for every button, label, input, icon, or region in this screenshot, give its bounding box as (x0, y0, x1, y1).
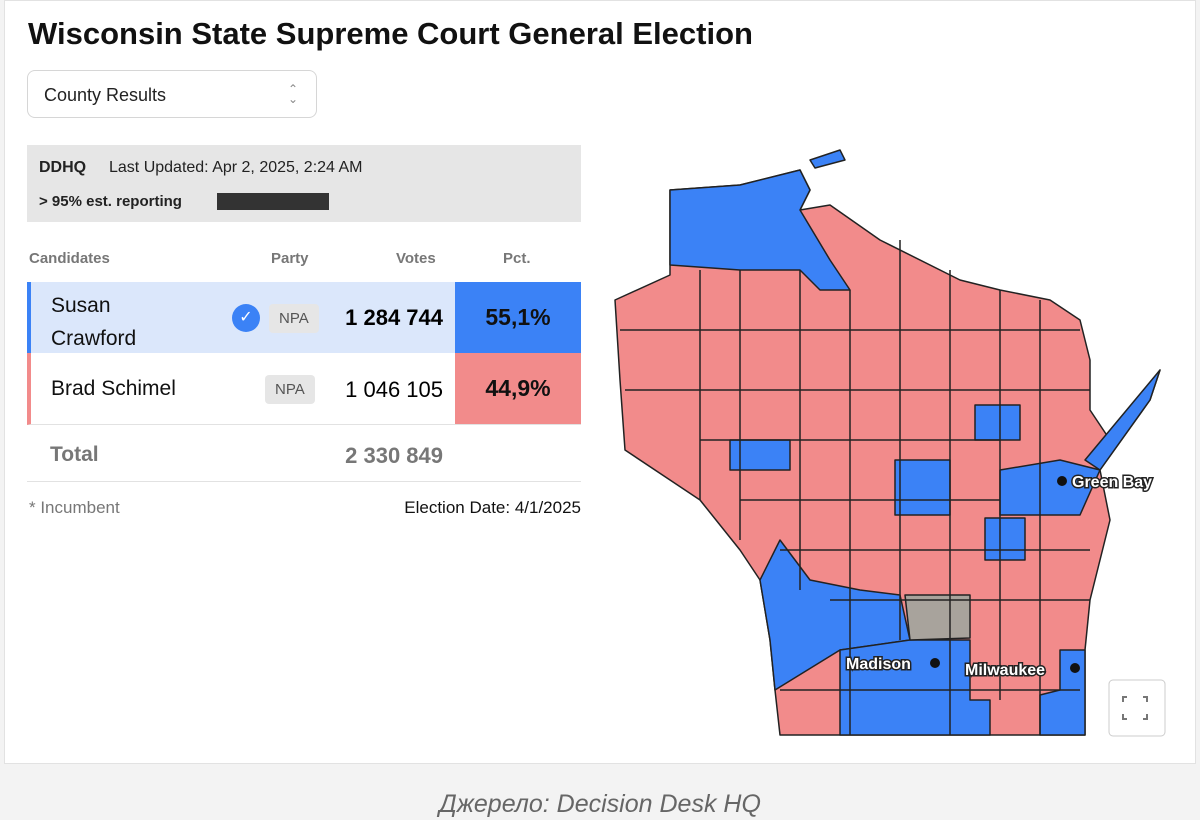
city-label: Milwaukee (965, 662, 1045, 679)
party: NPA (269, 304, 319, 333)
county-region (669, 169, 851, 291)
total-label: Total (50, 443, 99, 466)
city-label: Green Bay (1072, 474, 1152, 491)
column-header: Votes (396, 250, 436, 267)
votes: 1 046 105 (345, 377, 443, 402)
dropdown[interactable]: County Results ⌃ ⌄ (27, 70, 317, 118)
incumbent-note: * Incumbent (29, 498, 120, 517)
reporting: > 95% est. reporting (39, 193, 182, 210)
candidate-name: Susan Crawford (51, 294, 137, 350)
divider (27, 481, 581, 482)
reporting-bar (217, 193, 329, 210)
county-region (809, 149, 846, 169)
county-region (1084, 369, 1161, 471)
status-box: DDHQ Last Updated: Apr 2, 2025, 2:24 AM … (27, 145, 581, 222)
county-borders (620, 240, 1090, 735)
winner-check: ✓ (232, 304, 260, 332)
county-region (984, 517, 1026, 561)
county-region (974, 404, 1021, 441)
candidate-row: Brad Schimel NPA 1 046 105 44,9% (27, 353, 581, 425)
election-date: Election Date: 4/1/2025 (404, 498, 581, 517)
map: Green Bay Madison Milwaukee (614, 149, 1166, 737)
city-label: Madison (846, 656, 911, 673)
party: NPA (265, 375, 315, 404)
city-dot (1070, 663, 1080, 673)
column-header: Candidates (29, 250, 110, 267)
caption: Джерело: Decision Desk HQ (439, 790, 761, 818)
votes: 1 284 744 (345, 305, 443, 330)
county-region (759, 539, 911, 691)
column-header: Party (271, 250, 309, 267)
county-region (894, 459, 951, 516)
dropdown-arrows: ⌃ ⌄ (287, 82, 298, 106)
dropdown-value: County Results (44, 85, 167, 105)
column-header: Pct. (503, 250, 531, 267)
pct: 55,1% (455, 282, 581, 353)
last-updated: Last Updated: Apr 2, 2025, 2:24 AM (109, 159, 363, 176)
total-votes: 2 330 849 (345, 443, 443, 468)
candidate-row: Susan Crawford ✓ NPA 1 284 744 55,1% (27, 282, 581, 353)
city-dot (1057, 476, 1067, 486)
candidate-name: Brad Schimel (51, 377, 176, 400)
city-dot (930, 658, 940, 668)
logo: DDHQ (39, 159, 87, 176)
county-region (729, 439, 791, 471)
county-region (904, 594, 971, 641)
pct: 44,9% (455, 353, 581, 424)
title: Wisconsin State Supreme Court General El… (28, 16, 753, 51)
county-region (839, 639, 991, 736)
expand-button[interactable] (1108, 679, 1166, 737)
